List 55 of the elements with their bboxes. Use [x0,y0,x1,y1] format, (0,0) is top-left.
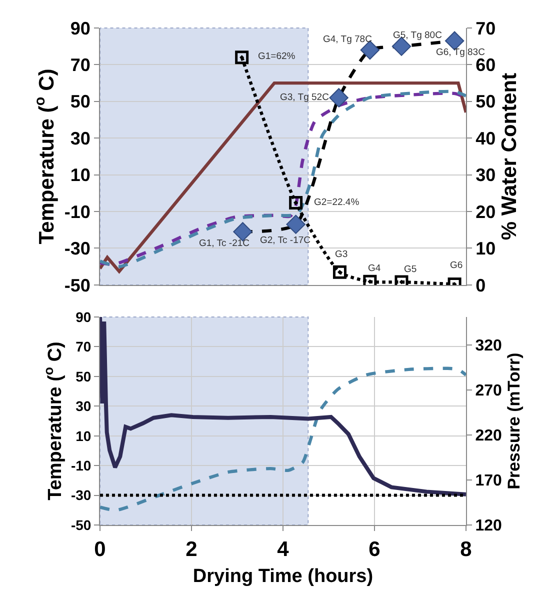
point [329,88,348,108]
y-tick-label: -50 [64,275,90,296]
annotation: G2=22.4% [314,197,360,208]
annotation: G3, Tg 52C [280,92,330,103]
annotation: G4 [368,263,381,274]
annotation: G6 [450,260,463,271]
x-tick-label: 6 [368,538,380,562]
y-tick-label: 70 [76,338,92,355]
x-tick-label: 4 [277,538,290,562]
point [235,50,249,64]
y2-tick-label: 270 [475,382,502,400]
y2-tick-label: 320 [475,338,502,355]
y2-tick-label: 10 [476,238,496,259]
y-tick-label: 10 [70,165,90,186]
x-tick-label: 2 [186,538,198,562]
annotation: G6, Tg 83C [436,47,486,58]
y-tick-label: 10 [76,428,92,444]
y-tick-label: -30 [70,487,92,504]
y-tick-label: 30 [76,398,92,414]
y-tick-label: 50 [76,368,92,384]
y2-tick-label: 30 [476,165,496,186]
y2-tick-label: 120 [475,518,502,535]
annotation: G1, Tc -21C [199,238,250,249]
y2-axis-title: Pressure (mTorr) [504,352,524,490]
y-tick-label: 70 [70,55,90,76]
annotation: G5, Tg 80C [393,30,442,41]
y-tick-label: 90 [76,308,92,325]
annotation: G2, Tc -17C [260,235,311,246]
annotation: G3 [335,249,348,260]
y-tick-label: -50 [70,516,92,533]
x-tick-label: 0 [94,538,106,562]
y-tick-label: 50 [70,92,90,112]
y-tick-label: -30 [64,238,90,259]
y-tick-label: 30 [70,128,90,148]
annotation: G4, Tg 78C [323,34,372,45]
y2-tick-label: 0 [476,275,486,296]
y-tick-label: -10 [64,202,90,222]
y2-tick-label: 50 [476,92,496,112]
y2-tick-label: 220 [475,428,502,445]
y2-tick-label: 40 [476,128,496,148]
y2-axis-title: % Water Content [498,72,521,240]
annotation: G1=62% [258,51,296,62]
y2-tick-label: 70 [476,18,496,38]
y2-tick-label: 60 [476,55,496,76]
point [289,196,303,210]
x-axis-title: Drying Time (hours) [192,566,374,587]
line-series [100,317,466,496]
x-tick-label: 8 [460,538,472,562]
y-tick-label: 90 [70,18,90,38]
y2-tick-label: 20 [476,202,496,222]
line-series [100,366,466,512]
y-tick-label: -10 [70,457,92,474]
annotation: G5 [404,264,417,275]
point [286,214,306,234]
y2-tick-label: 170 [475,472,502,490]
